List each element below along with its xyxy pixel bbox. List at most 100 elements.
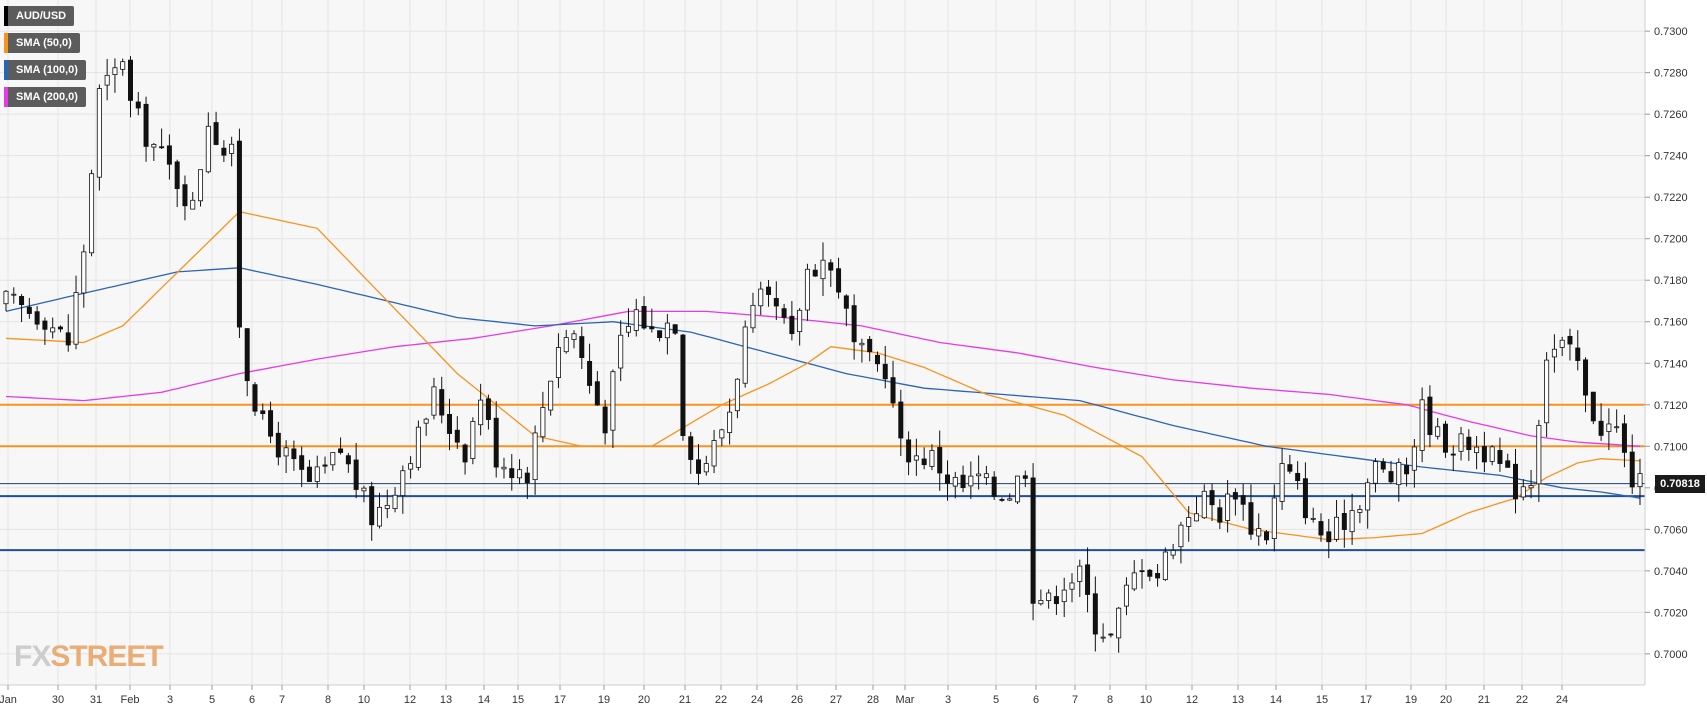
candle [1108,633,1114,638]
candle [3,289,9,312]
candle-body [1341,513,1347,530]
candle-body [555,347,561,379]
candle [766,280,772,307]
candle-body [1357,509,1363,513]
candle [804,263,810,321]
candle [898,389,904,457]
candle [221,140,227,162]
candle [73,275,79,350]
candle [1193,496,1199,522]
sma50-line [5,210,1641,541]
candle-body [89,173,95,254]
candle [727,398,733,445]
candle-body [1225,493,1231,521]
candle-body [633,309,639,331]
ytick-label: 0.7240 [1654,151,1688,163]
candle [1497,437,1503,472]
ytick-label: 0.7180 [1654,275,1688,287]
candle-body [625,326,631,333]
candle-body [26,306,32,314]
legend-symbol[interactable]: AUD/USD [4,6,75,26]
candle-body [1458,433,1464,452]
xtick-label: 13 [440,694,452,706]
candle [750,292,756,333]
candle [836,257,842,299]
legend-sma100[interactable]: SMA (100,0) [4,60,86,80]
ytick-label: 0.7020 [1654,607,1688,619]
candle [1396,458,1402,502]
candle-body [828,262,834,271]
sma200-swatch [4,87,8,107]
candle-body [1100,636,1106,639]
candle-body [1419,399,1425,451]
candle-body [1116,607,1122,639]
candle-body [447,414,453,434]
candle-body [73,292,79,345]
xtick-label: 6 [249,694,255,706]
candle [937,430,943,491]
candle [999,497,1005,502]
candle-body [1427,396,1433,436]
candle-body [1147,569,1153,577]
legend-sma200[interactable]: SMA (200,0) [4,87,86,107]
xtick-label: 12 [404,694,416,706]
candle [968,461,974,499]
candle [1474,436,1480,470]
candle [890,360,896,408]
candle [758,281,764,316]
xtick-label: 27 [830,694,842,706]
candle [1372,458,1378,493]
legend-sma50[interactable]: SMA (50,0) [4,33,80,53]
candle-body [1528,485,1534,489]
candle [143,96,149,162]
xtick-label: 3 [945,694,951,706]
candle [828,259,834,287]
candle [820,242,826,297]
candle-body [1349,510,1355,533]
candle [470,417,476,465]
xtick-label: 20 [1440,694,1452,706]
candle-body [1450,453,1456,456]
candle [268,401,274,444]
candle-body [1559,339,1565,348]
candle [1505,453,1511,468]
candle-body [454,429,460,443]
candle-body [1567,335,1573,345]
candle-body [1155,573,1161,579]
candle [65,314,71,352]
candle [1481,431,1487,473]
candle [1302,462,1308,525]
xtick-label: 21 [679,694,691,706]
candle-body [1621,423,1627,453]
candle [789,301,795,341]
candle-body [299,455,305,470]
candle [1030,463,1036,621]
candle [1147,568,1153,582]
candle-body [1232,492,1238,500]
candle-body [1295,472,1301,481]
candle [1178,521,1184,564]
candle [1092,576,1098,652]
candle-body [81,251,87,294]
candle-body [1536,424,1542,485]
candle-body [174,161,180,189]
candle [851,294,857,360]
candle [1559,336,1565,356]
legend-sma50-label: SMA (50,0) [16,37,72,49]
candle [540,391,546,443]
candle [159,128,165,150]
candle-body [353,459,359,490]
candle [874,351,880,372]
candle-body [1015,475,1021,503]
xtick-label: 14 [478,694,490,706]
candle [1513,448,1519,514]
candle-body [1287,464,1293,472]
candle [166,134,172,180]
xtick-label: 13 [1232,694,1244,706]
candle [120,58,126,76]
candle-body [859,342,865,346]
candle [431,377,437,420]
candle [913,438,919,476]
candle-body [1435,426,1441,437]
candle-body [376,506,382,527]
